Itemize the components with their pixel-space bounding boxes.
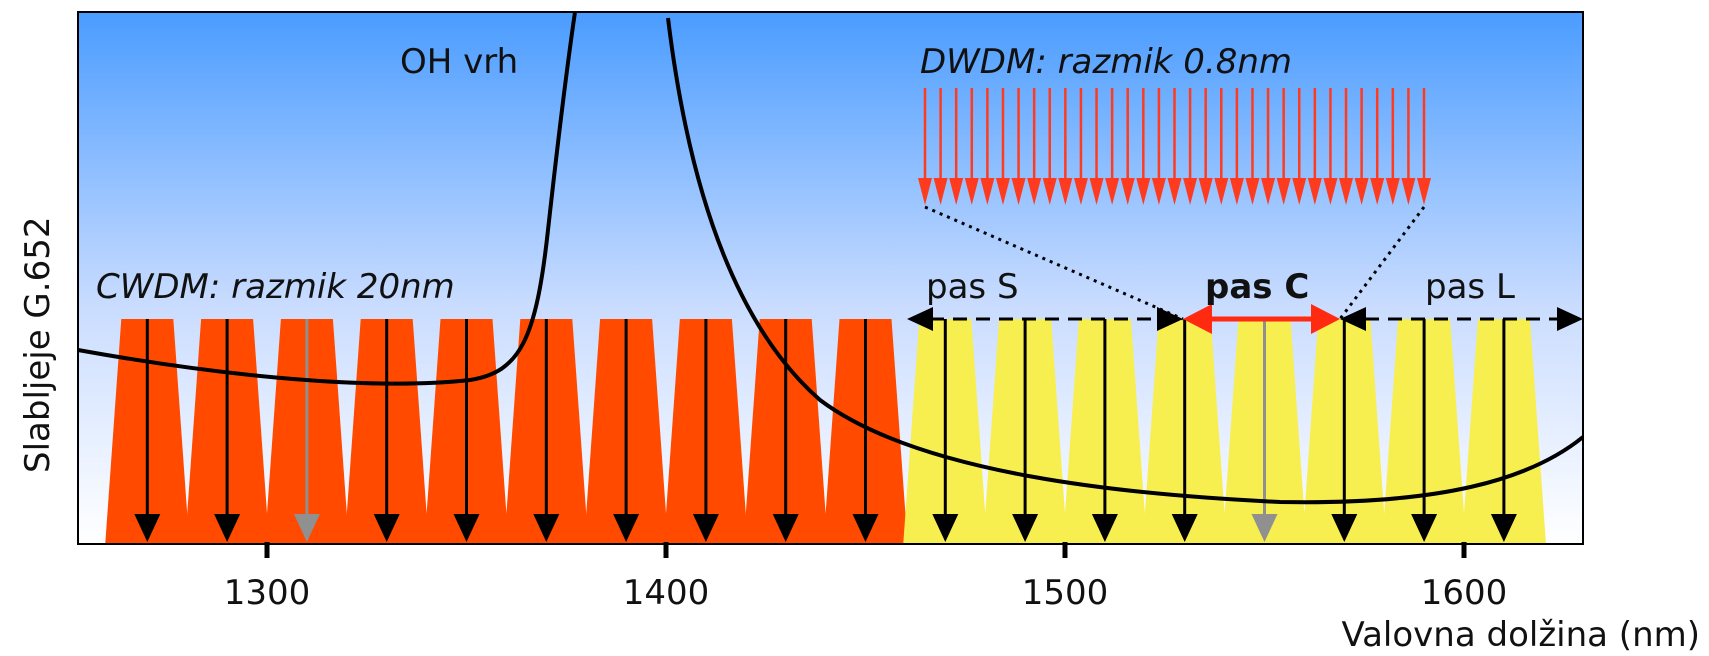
dwdm-arrowhead-31 [1385, 178, 1400, 205]
dwdm-channel-group [918, 88, 1431, 205]
channel-arrowhead-1470 [932, 514, 959, 542]
dwdm-arrowhead-3 [949, 178, 964, 205]
dwdm-arrowhead-7 [1011, 178, 1026, 205]
band-l-label: pas L [1425, 267, 1515, 307]
dwdm-arrowhead-23 [1261, 178, 1276, 205]
channel-arrowhead-1510 [1091, 514, 1118, 542]
channel-arrowhead-1610 [1490, 514, 1517, 542]
dwdm-arrowhead-17 [1167, 178, 1182, 205]
channel-arrowhead-1370 [533, 514, 560, 542]
x-axis-label: Valovna dolžina (nm) [1341, 615, 1700, 655]
plot-frame [77, 11, 1584, 545]
dwdm-arrowhead-10 [1058, 178, 1073, 205]
oh-peak-label: OH vrh [400, 42, 518, 82]
attenuation-curve-left [77, 11, 577, 386]
dwdm-arrowhead-27 [1323, 178, 1338, 205]
dwdm-arrowhead-12 [1089, 178, 1104, 205]
channel-arrow-group [134, 319, 1517, 542]
dwdm-arrowhead-30 [1370, 178, 1385, 205]
channel-arrowhead-1350 [453, 514, 480, 542]
channel-arrowhead-1390 [613, 514, 640, 542]
dwdm-arrowhead-22 [1245, 178, 1260, 205]
attenuation-curve-right [666, 17, 1585, 505]
dwdm-arrowhead-32 [1401, 178, 1416, 205]
dwdm-arrowhead-33 [1417, 178, 1431, 205]
dwdm-label: DWDM: razmik 0.8nm [920, 42, 1292, 82]
dwdm-arrowhead-24 [1276, 178, 1291, 205]
x-tick-label-1400: 1400 [623, 573, 710, 613]
dwdm-arrowhead-21 [1229, 178, 1244, 205]
channel-arrowhead-1310 [293, 514, 320, 542]
dwdm-arrowhead-20 [1214, 178, 1229, 205]
dwdm-arrowhead-19 [1198, 178, 1213, 205]
cwdm-label: CWDM: razmik 20nm [96, 267, 455, 307]
dwdm-arrowhead-29 [1354, 178, 1369, 205]
dwdm-arrowhead-16 [1151, 178, 1166, 205]
dwdm-arrowhead-6 [995, 178, 1010, 205]
y-axis-label: Slabljeje G.652 [18, 217, 58, 473]
channel-arrowhead-1410 [692, 514, 719, 542]
dwdm-arrowhead-11 [1073, 178, 1088, 205]
band-c-label: pas C [1205, 267, 1309, 307]
dwdm-arrowhead-26 [1307, 178, 1322, 205]
channel-arrowhead-1570 [1331, 514, 1358, 542]
dwdm-arrowhead-13 [1105, 178, 1120, 205]
channel-arrowhead-1270 [134, 514, 161, 542]
channel-arrowhead-1430 [772, 514, 799, 542]
x-tick-label-1600: 1600 [1421, 573, 1508, 613]
dwdm-arrowhead-14 [1120, 178, 1135, 205]
band-s-label: pas S [926, 267, 1019, 307]
channel-arrowhead-1490 [1012, 514, 1039, 542]
channel-arrowhead-1530 [1171, 514, 1198, 542]
dwdm-zoom-line-left [924, 205, 1184, 321]
channel-arrowhead-1550 [1251, 514, 1278, 542]
dwdm-arrowhead-15 [1136, 178, 1151, 205]
dwdm-arrowhead-8 [1027, 178, 1042, 205]
cwdm-channel-group [105, 319, 1546, 543]
band-s-arrow [907, 307, 1183, 331]
x-tick-label-1300: 1300 [224, 573, 311, 613]
x-tick-label-1500: 1500 [1022, 573, 1109, 613]
channel-arrowhead-1590 [1411, 514, 1438, 542]
dwdm-arrowhead-1 [918, 178, 932, 205]
dwdm-arrowhead-18 [1183, 178, 1198, 205]
channel-arrowhead-1330 [373, 514, 400, 542]
dwdm-arrowhead-5 [980, 178, 995, 205]
band-c-arrow [1183, 304, 1340, 334]
dwdm-arrowhead-9 [1042, 178, 1057, 205]
channel-arrowhead-1290 [214, 514, 241, 542]
x-tick-group: 1300 1400 1500 1600 [224, 542, 1508, 613]
dwdm-arrowhead-28 [1339, 178, 1354, 205]
dwdm-arrowhead-2 [933, 178, 948, 205]
dwdm-arrowhead-25 [1292, 178, 1307, 205]
dwdm-arrowhead-4 [964, 178, 979, 205]
channel-arrowhead-1450 [852, 514, 879, 542]
band-l-arrow [1340, 307, 1583, 331]
